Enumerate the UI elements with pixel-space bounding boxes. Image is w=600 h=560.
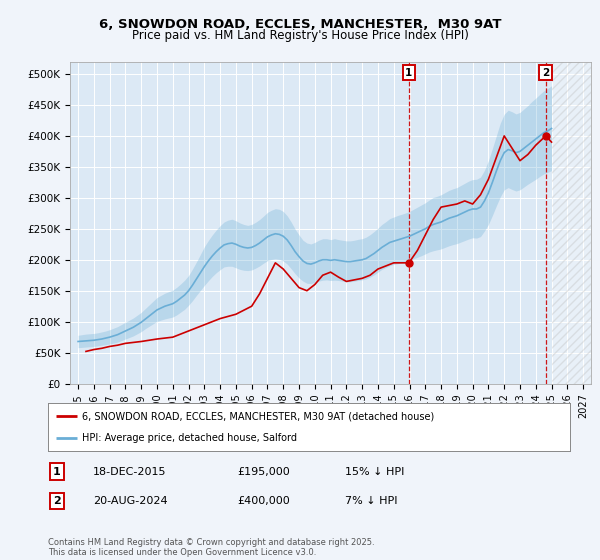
Text: 15% ↓ HPI: 15% ↓ HPI (345, 466, 404, 477)
Text: 20-AUG-2024: 20-AUG-2024 (93, 496, 167, 506)
Text: 6, SNOWDON ROAD, ECCLES, MANCHESTER,  M30 9AT: 6, SNOWDON ROAD, ECCLES, MANCHESTER, M30… (99, 18, 501, 31)
Text: 7% ↓ HPI: 7% ↓ HPI (345, 496, 398, 506)
Text: 2: 2 (53, 496, 61, 506)
Text: 6, SNOWDON ROAD, ECCLES, MANCHESTER, M30 9AT (detached house): 6, SNOWDON ROAD, ECCLES, MANCHESTER, M30… (82, 411, 434, 421)
Text: 1: 1 (53, 466, 61, 477)
Text: £195,000: £195,000 (237, 466, 290, 477)
Text: HPI: Average price, detached house, Salford: HPI: Average price, detached house, Salf… (82, 433, 297, 443)
Text: 1: 1 (405, 68, 413, 78)
Text: Price paid vs. HM Land Registry's House Price Index (HPI): Price paid vs. HM Land Registry's House … (131, 29, 469, 42)
Text: 2: 2 (542, 68, 550, 78)
Text: 18-DEC-2015: 18-DEC-2015 (93, 466, 167, 477)
Text: £400,000: £400,000 (237, 496, 290, 506)
Text: Contains HM Land Registry data © Crown copyright and database right 2025.
This d: Contains HM Land Registry data © Crown c… (48, 538, 374, 557)
